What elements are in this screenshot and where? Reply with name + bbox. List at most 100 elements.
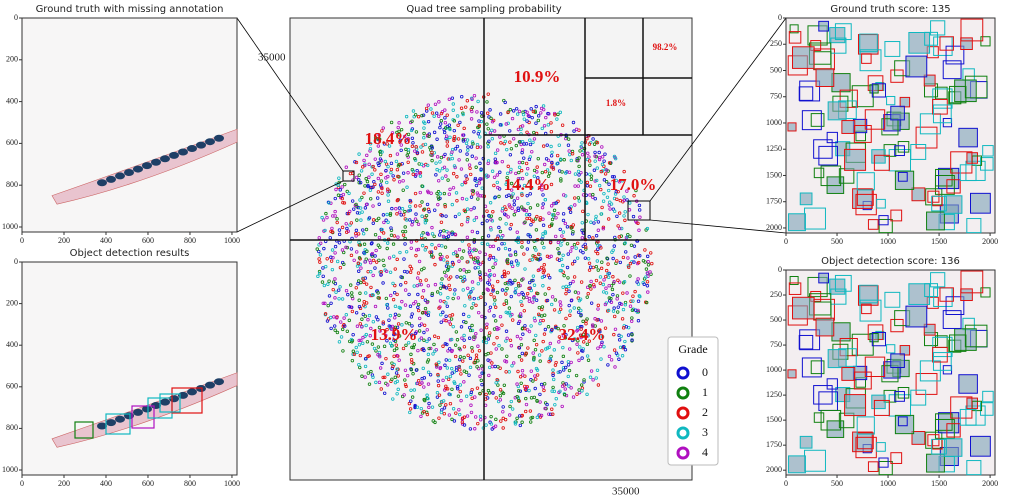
dot: [447, 97, 452, 102]
dot: [409, 352, 413, 357]
dot: [529, 223, 533, 227]
dot: [561, 218, 566, 223]
dot: [613, 365, 617, 369]
cell: [187, 145, 197, 153]
dot: [415, 151, 420, 155]
dot: [589, 279, 593, 284]
dot: [492, 295, 496, 299]
dot: [464, 105, 468, 109]
detection-box: [958, 374, 978, 394]
legend-label: 1: [702, 385, 708, 399]
dot: [476, 265, 481, 270]
quad-x-label: 35000: [612, 486, 640, 498]
x-tick-label: 400: [100, 236, 112, 245]
dot: [455, 387, 460, 391]
detection-box: [932, 88, 953, 109]
dot: [362, 251, 366, 255]
dot: [596, 268, 600, 272]
dot: [552, 348, 556, 352]
dot: [379, 269, 383, 274]
dot: [594, 278, 599, 283]
dot: [376, 318, 380, 322]
dot: [607, 283, 611, 288]
dot: [422, 310, 427, 315]
dot: [403, 242, 407, 246]
dot: [417, 329, 422, 333]
dot: [422, 397, 426, 402]
detection-box: [873, 399, 890, 416]
dot: [612, 244, 616, 248]
dot: [414, 248, 419, 252]
dot: [569, 226, 573, 230]
dot: [411, 345, 416, 350]
dot: [524, 161, 529, 166]
dot: [393, 267, 397, 271]
dot: [373, 304, 378, 309]
dot: [596, 247, 600, 251]
detection-box: [964, 324, 988, 348]
dot: [612, 209, 617, 213]
dot: [638, 294, 642, 299]
dot: [573, 196, 577, 200]
detection-box: [899, 96, 911, 108]
dot: [371, 164, 375, 169]
cell: [133, 165, 143, 173]
detection-box: [857, 285, 879, 306]
dot: [646, 263, 651, 267]
dot: [416, 247, 421, 252]
dot: [428, 346, 433, 351]
dot: [562, 273, 566, 278]
y-tick-label: 0: [778, 265, 782, 274]
dot: [478, 391, 482, 396]
dot: [591, 137, 595, 141]
dot: [458, 412, 462, 417]
dot: [553, 403, 557, 407]
dot: [605, 256, 609, 260]
x-tick-label: 2000: [982, 479, 998, 488]
dot: [364, 291, 368, 295]
cell: [106, 175, 116, 183]
dot: [507, 310, 512, 315]
dot: [616, 310, 620, 314]
dot: [371, 258, 376, 263]
legend-marker: [676, 386, 690, 400]
dot: [407, 321, 412, 326]
dot: [494, 305, 498, 309]
dot: [419, 282, 423, 287]
detection-box: [910, 144, 927, 160]
dot: [592, 283, 596, 287]
dot: [444, 301, 448, 305]
dot: [416, 276, 420, 280]
dot: [605, 195, 610, 199]
dot: [562, 193, 566, 197]
dot: [388, 313, 393, 318]
dot: [519, 205, 524, 209]
dot: [317, 269, 322, 274]
dot: [599, 266, 604, 271]
detection-box: [839, 337, 858, 357]
dot: [475, 365, 479, 369]
detection-box: [878, 457, 889, 468]
dot: [323, 312, 328, 316]
cell: [124, 169, 134, 177]
dot: [570, 152, 575, 156]
dot: [544, 115, 548, 120]
dot: [453, 233, 458, 237]
dot: [461, 359, 465, 363]
dot: [405, 373, 410, 378]
dot: [371, 218, 376, 222]
dot: [446, 178, 450, 182]
dot: [377, 202, 381, 206]
dot: [460, 94, 464, 99]
dot: [584, 245, 588, 249]
detection-box: [818, 145, 838, 166]
dot: [600, 260, 604, 264]
dot: [606, 308, 611, 313]
dot: [423, 306, 428, 311]
dot: [378, 245, 382, 249]
dot: [560, 404, 564, 409]
y-tick-label: 1250: [766, 390, 782, 399]
dot: [634, 188, 638, 193]
dot: [550, 295, 555, 299]
dot: [579, 327, 583, 331]
